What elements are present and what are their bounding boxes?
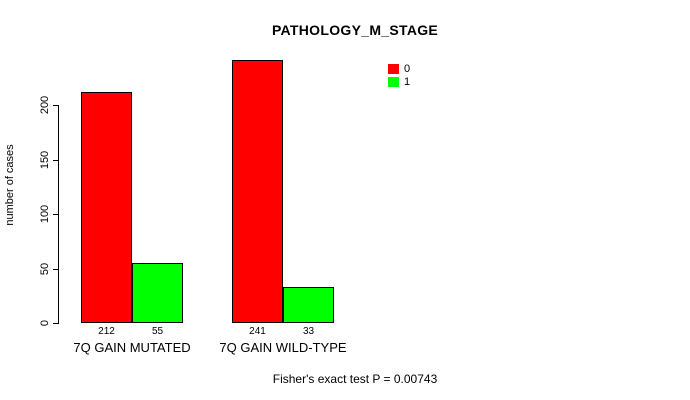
y-tick-mark [53, 269, 58, 270]
chart-title: PATHOLOGY_M_STAGE [271, 22, 439, 38]
legend-label: 1 [404, 75, 411, 88]
legend-item: 1 [388, 76, 410, 88]
legend: 0 1 [388, 63, 410, 89]
y-tick-mark [53, 105, 58, 106]
bar-0 [232, 60, 283, 323]
legend-label: 0 [404, 62, 411, 75]
category-label: 7Q GAIN MUTATED [73, 340, 191, 355]
bar-1 [283, 287, 334, 323]
y-tick-label: 100 [39, 204, 51, 224]
bar-value-label: 241 [249, 326, 266, 337]
legend-swatch-green-icon [388, 77, 399, 87]
bar-1 [132, 263, 183, 323]
legend-swatch-red-icon [388, 64, 399, 74]
bar-0 [81, 92, 132, 323]
bar-value-label: 212 [98, 326, 115, 337]
y-tick-mark [53, 214, 58, 215]
annotation-text: Fisher's exact test P = 0.00743 [272, 372, 438, 386]
bar-value-label: 33 [302, 326, 315, 337]
y-tick-mark [53, 160, 58, 161]
y-axis-line [58, 105, 59, 324]
category-label: 7Q GAIN WILD-TYPE [219, 340, 347, 355]
legend-item: 0 [388, 63, 410, 75]
bar-value-label: 55 [151, 326, 164, 337]
y-tick-label: 0 [39, 319, 51, 327]
y-tick-label: 150 [39, 150, 51, 170]
y-tick-mark [53, 323, 58, 324]
y-tick-label: 50 [39, 262, 51, 276]
y-tick-label: 200 [39, 95, 51, 115]
